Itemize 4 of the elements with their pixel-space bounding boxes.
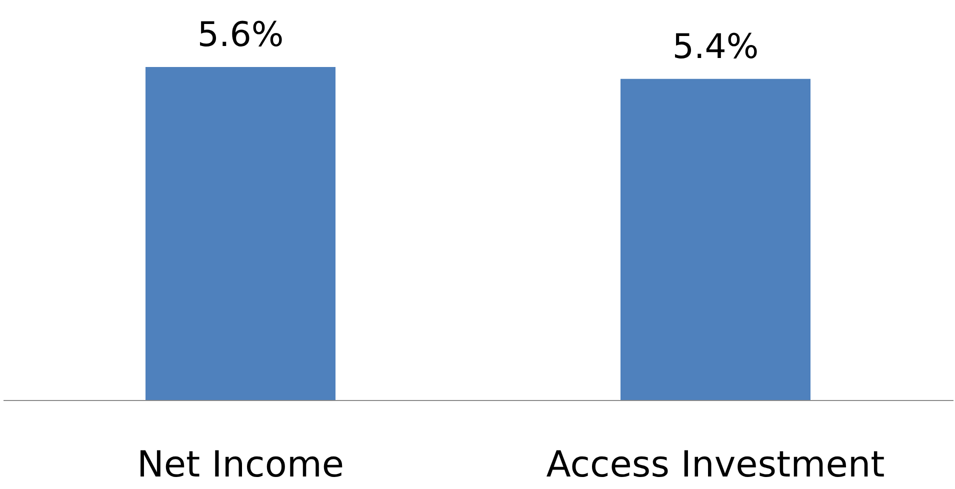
x-tick-label: Net Income [136,444,344,486]
x-tick-label: Access Investment [546,444,885,486]
data-label: 5.4% [672,26,759,67]
data-label: 5.6% [197,15,284,55]
